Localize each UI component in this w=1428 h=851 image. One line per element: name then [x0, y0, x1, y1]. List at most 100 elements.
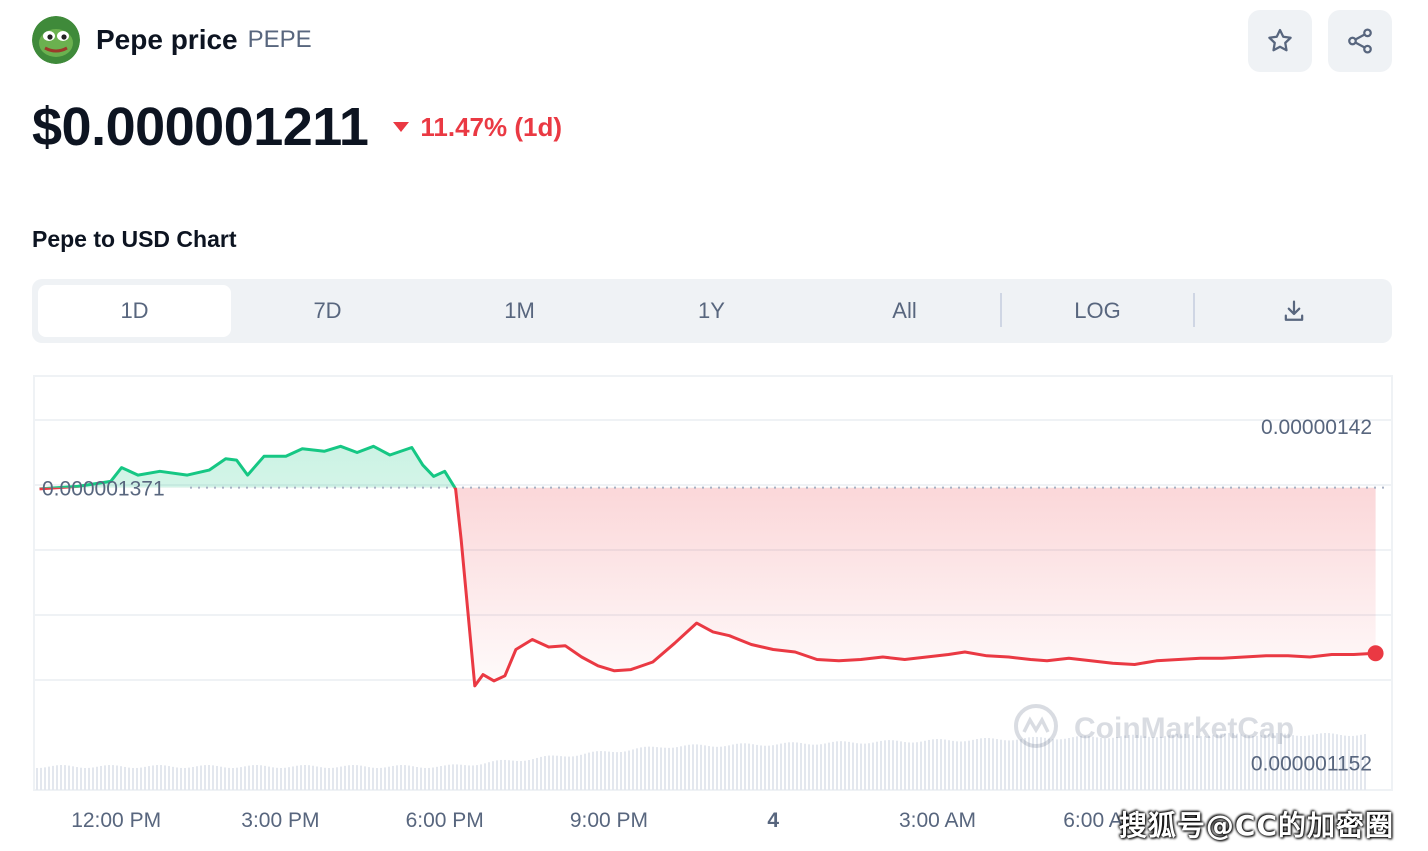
tab-1d[interactable]: 1D — [38, 285, 231, 337]
volume-bar — [328, 767, 330, 790]
volume-bar — [164, 765, 166, 790]
volume-bar — [1308, 735, 1310, 790]
volume-bar — [452, 764, 454, 790]
volume-bar — [548, 755, 550, 790]
volume-bar — [620, 751, 622, 790]
price-change: 11.47% (1d) — [392, 112, 562, 143]
volume-bar — [1088, 736, 1090, 790]
volume-bar — [1084, 735, 1086, 790]
volume-bar — [636, 748, 638, 790]
volume-bar — [1320, 733, 1322, 790]
volume-bar — [820, 744, 822, 790]
volume-bar — [1316, 733, 1318, 790]
x-tick-label: 3:00 AM — [899, 809, 976, 832]
volume-bar — [1188, 734, 1190, 790]
volume-bar — [1076, 736, 1078, 790]
volume-bar — [840, 741, 842, 790]
volume-bar — [1272, 733, 1274, 790]
volume-bar — [1280, 733, 1282, 790]
tab-log[interactable]: LOG — [1074, 298, 1121, 323]
volume-bar — [312, 765, 314, 790]
volume-bar — [424, 767, 426, 790]
volume-bar — [96, 766, 98, 790]
volume-bar — [1312, 734, 1314, 790]
volume-bar — [288, 767, 290, 790]
volume-bar — [484, 763, 486, 790]
volume-bar — [556, 755, 558, 790]
volume-bar — [352, 765, 354, 790]
volume-bar — [428, 767, 430, 790]
volume-bar — [388, 766, 390, 790]
baseline-label: 0.000001371 — [42, 478, 165, 501]
watchlist-button[interactable] — [1248, 10, 1312, 72]
volume-bar — [244, 766, 246, 790]
volume-bar — [744, 743, 746, 790]
volume-bar — [1100, 737, 1102, 790]
volume-bar — [528, 760, 530, 790]
volume-bar — [1304, 735, 1306, 790]
volume-bar — [592, 751, 594, 790]
volume-bar — [208, 765, 210, 790]
volume-bar — [1276, 733, 1278, 790]
volume-bar — [1212, 735, 1214, 790]
volume-bar — [104, 765, 106, 790]
volume-bar — [448, 764, 450, 790]
volume-bar — [1024, 738, 1026, 790]
x-tick-label: 6:00 PM — [406, 809, 484, 832]
current-price: $0.000001211 — [32, 97, 369, 157]
volume-bar — [924, 740, 926, 790]
tab-all[interactable]: All — [892, 298, 917, 323]
volume-bar — [1256, 735, 1258, 790]
share-button[interactable] — [1328, 10, 1392, 72]
price-chart[interactable]: CoinMarketCap 0.000001371 0.00000142 0.0… — [0, 360, 1428, 851]
volume-bar — [768, 745, 770, 790]
price-area-up — [58, 446, 455, 488]
volume-bar — [960, 741, 962, 790]
volume-bar — [972, 739, 974, 790]
volume-bar — [852, 742, 854, 790]
tab-1y[interactable]: 1Y — [698, 298, 725, 323]
volume-bar — [784, 742, 786, 790]
volume-bar — [576, 755, 578, 790]
coin-name: Pepe price — [96, 24, 238, 55]
tab-1m[interactable]: 1M — [504, 298, 535, 323]
volume-bar — [464, 765, 466, 790]
volume-bar — [232, 767, 234, 790]
volume-bar — [356, 765, 358, 790]
volume-bar — [628, 750, 630, 790]
volume-bar — [152, 765, 154, 790]
volume-bar — [860, 743, 862, 790]
volume-bar — [332, 767, 334, 790]
volume-bar — [300, 765, 302, 790]
volume-bar — [1132, 734, 1134, 790]
x-tick-label: 9:00 PM — [570, 809, 648, 832]
volume-bar — [36, 767, 38, 790]
volume-bar — [180, 767, 182, 790]
x-tick-label: 6:00 AM — [1063, 809, 1140, 832]
volume-bar — [608, 751, 610, 790]
volume-bar — [204, 765, 206, 790]
chart-title: Pepe to USD Chart — [32, 226, 237, 252]
volume-bar — [664, 747, 666, 790]
volume-bar — [1116, 737, 1118, 790]
volume-bar — [712, 746, 714, 790]
volume-bar — [64, 765, 66, 790]
volume-bar — [1016, 739, 1018, 790]
volume-bar — [416, 767, 418, 790]
coin-header: Pepe price PEPE — [32, 16, 312, 64]
volume-bar — [268, 766, 270, 790]
volume-bar — [384, 767, 386, 790]
volume-bar — [1284, 733, 1286, 790]
volume-bar — [348, 765, 350, 790]
volume-bar — [920, 741, 922, 790]
tab-7d[interactable]: 7D — [313, 298, 342, 323]
volume-bar — [476, 765, 478, 790]
volume-bar — [1092, 736, 1094, 790]
volume-bar — [1152, 737, 1154, 790]
volume-bar — [372, 767, 374, 790]
volume-bar — [1328, 733, 1330, 790]
volume-bar — [260, 765, 262, 790]
download-button[interactable] — [1197, 285, 1390, 337]
volume-bar — [144, 766, 146, 790]
volume-bar — [1056, 739, 1058, 790]
